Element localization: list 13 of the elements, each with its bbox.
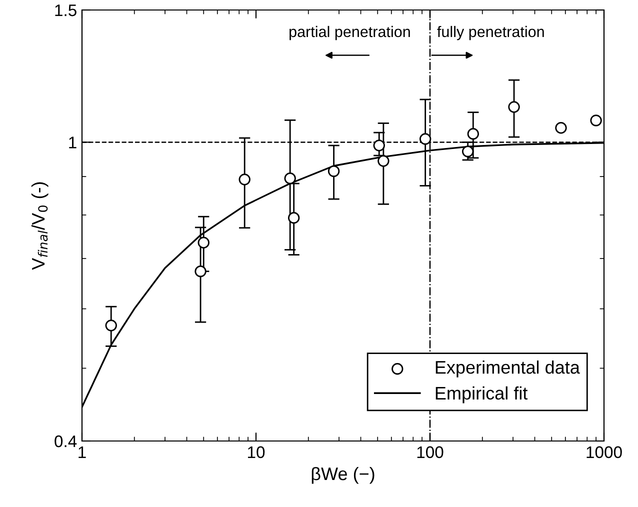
y-tick-label: 1.5 bbox=[55, 4, 76, 16]
legend-label: Experimental data bbox=[436, 360, 580, 378]
annotation: partial penetration bbox=[290, 26, 410, 40]
x-tick-label: 100 bbox=[417, 446, 444, 458]
x-tick-label: 1000 bbox=[586, 446, 622, 458]
y-tick-label: 1 bbox=[69, 136, 76, 148]
x-tick-label: 1 bbox=[78, 446, 86, 458]
x-tick-label: 10 bbox=[248, 446, 265, 458]
y-tick-label: 0.4 bbox=[54, 435, 77, 448]
legend-label: Empirical fit bbox=[436, 386, 528, 404]
annotation: fully penetration bbox=[437, 26, 544, 40]
y-axis-title: V$_{final}$/V$_{0}$ (-) bbox=[31, 182, 48, 270]
x-axis-title: βWe (−) bbox=[312, 466, 374, 484]
